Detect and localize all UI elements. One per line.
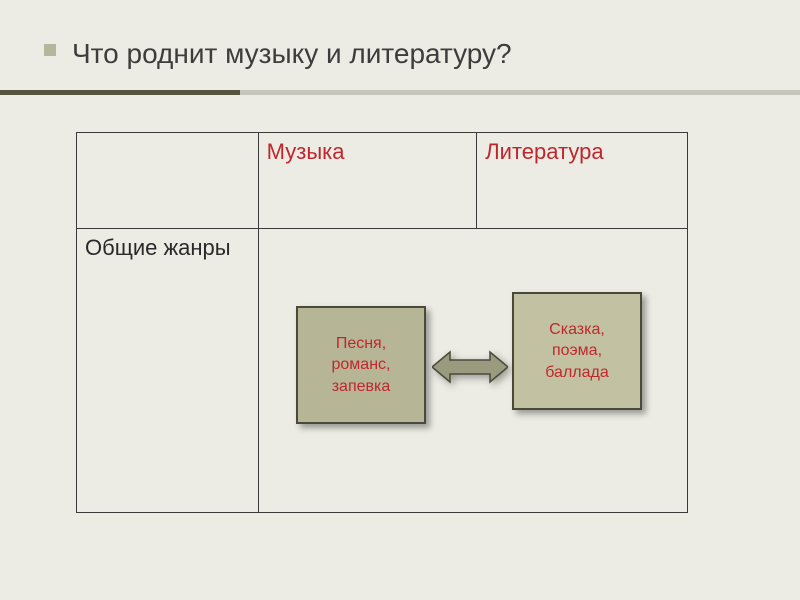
header-blank [77,133,259,229]
underline-light [240,90,800,95]
title-underline [0,90,800,95]
box-music-genres: Песня,романс,запевка [296,306,426,424]
box-music-genres-text: Песня,романс,запевка [332,333,391,398]
page-title: Что роднит музыку и литературу? [72,38,512,70]
header-music: Музыка [258,133,477,229]
arrow-shape [432,352,508,382]
box-literature-genres: Сказка,поэма,баллада [512,292,642,410]
header-literature: Литература [477,133,688,229]
double-arrow-icon [432,350,508,384]
title-bullet [44,44,56,56]
slide: Что роднит музыку и литературу? Музыка Л… [0,0,800,600]
box-literature-genres-text: Сказка,поэма,баллада [545,319,609,384]
table-header-row: Музыка Литература [77,133,688,229]
row-label-genres: Общие жанры [77,229,259,513]
underline-dark [0,90,240,95]
